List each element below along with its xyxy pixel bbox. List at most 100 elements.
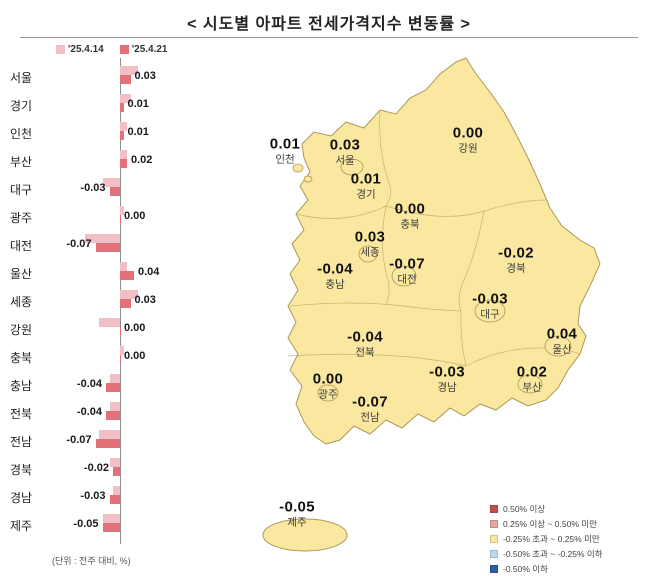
bar-value-label: 0.00 xyxy=(124,210,146,222)
map-region-name: 전남 xyxy=(360,410,380,423)
region-label: 경북 xyxy=(10,463,33,477)
bar-prev-week xyxy=(109,402,120,411)
map-region-value: 0.00 xyxy=(394,200,426,218)
region-label: 전북 xyxy=(10,407,33,421)
bar-prev-week xyxy=(109,458,120,467)
prev-week-label: '25.4.14 xyxy=(68,44,104,55)
bar-prev-week xyxy=(120,206,124,215)
map-label-대구: -0.03 대구 xyxy=(472,291,508,320)
province-border xyxy=(385,199,547,217)
map-label-충남: -0.04 충남 xyxy=(317,261,353,290)
bar-value-label: -0.02 xyxy=(83,462,109,474)
prev-week-swatch xyxy=(56,45,65,54)
map-label-서울: 0.03 서울 xyxy=(330,137,360,166)
map-label-충북: 0.00 충북 xyxy=(395,201,425,230)
gwangju-city-shape xyxy=(317,384,339,402)
region-label: 경기 xyxy=(10,99,33,113)
map-legend-row: -0.25% 초과 ~ 0.25% 미만 xyxy=(490,533,603,545)
map-region-name: 대구 xyxy=(480,307,500,320)
map-region-name: 강원 xyxy=(458,141,478,154)
bar-value-label: -0.04 xyxy=(76,406,102,418)
map-label-울산: 0.04 울산 xyxy=(547,326,577,355)
korea-map-svg xyxy=(262,57,601,552)
bar-chart-legend: '25.4.14 '25.4.21 xyxy=(56,44,168,55)
region-label: 광주 xyxy=(10,211,33,225)
map-legend-label: -0.25% 초과 ~ 0.25% 미만 xyxy=(503,534,600,544)
bar-curr-week xyxy=(95,439,120,448)
incheon-island-shape xyxy=(303,175,313,183)
bar-prev-week xyxy=(120,290,138,299)
bar-value-label: 0.03 xyxy=(134,70,156,82)
map-region-name: 전북 xyxy=(355,345,375,358)
map-region-name: 충남 xyxy=(325,277,345,290)
region-label: 대전 xyxy=(10,239,33,253)
page-title: < 시도별 아파트 전세가격지수 변동률 > xyxy=(187,16,471,33)
region-label: 울산 xyxy=(10,267,33,281)
bar-value-label: 0.02 xyxy=(131,154,153,166)
region-label: 부산 xyxy=(10,155,33,169)
map-legend-swatch xyxy=(490,505,498,513)
bar-curr-week xyxy=(120,75,131,84)
bar-curr-week xyxy=(120,355,121,364)
bar-prev-week xyxy=(120,262,127,271)
map-region-value: -0.02 xyxy=(498,244,534,262)
map-region-name: 경기 xyxy=(356,187,376,200)
map-region-name: 울산 xyxy=(552,342,572,355)
ulsan-city-shape xyxy=(544,335,572,357)
map-region-name: 제주 xyxy=(287,515,307,528)
bar-prev-week xyxy=(102,178,120,187)
map-region-value: 0.00 xyxy=(312,370,344,388)
bar-prev-week xyxy=(120,122,127,131)
bar-curr-week xyxy=(120,327,121,336)
bar-prev-week xyxy=(120,94,131,103)
jeju-island-shape xyxy=(262,518,348,552)
map-region-name: 경남 xyxy=(437,380,457,393)
bar-value-label: 0.04 xyxy=(138,266,160,278)
map-region-name: 인천 xyxy=(275,152,295,165)
bar-curr-week xyxy=(120,159,127,168)
bar-curr-week xyxy=(109,187,120,196)
province-border xyxy=(382,205,390,306)
map-region-value: 0.03 xyxy=(354,228,386,246)
region-label: 충남 xyxy=(10,379,33,393)
map-region-value: -0.04 xyxy=(347,328,383,346)
map-legend-swatch xyxy=(490,565,498,573)
map-label-인천: 0.01 인천 xyxy=(270,136,300,165)
province-border xyxy=(379,109,391,207)
curr-week-label: '25.4.21 xyxy=(131,44,168,55)
map-region-name: 서울 xyxy=(335,153,355,166)
bar-value-label: 0.00 xyxy=(124,350,146,362)
province-border xyxy=(458,210,485,312)
map-region-value: -0.07 xyxy=(352,393,388,411)
region-label: 제주 xyxy=(10,519,33,533)
bar-curr-week xyxy=(120,299,131,308)
map-label-전북: -0.04 전북 xyxy=(347,329,383,358)
sejong-city-shape xyxy=(358,245,378,263)
map-region-name: 충북 xyxy=(400,217,420,230)
map-legend-row: 0.50% 이상 xyxy=(490,503,603,515)
map-label-경남: -0.03 경남 xyxy=(429,364,465,393)
map-label-세종: 0.03 세종 xyxy=(355,229,385,258)
province-border xyxy=(460,310,467,367)
map-region-name: 부산 xyxy=(522,380,542,393)
map-legend-swatch xyxy=(490,520,498,528)
map-legend-label: 0.25% 이상 ~ 0.50% 미만 xyxy=(503,519,597,529)
bar-prev-week xyxy=(99,318,120,327)
unit-note: (단위 : 전주 대비, %) xyxy=(52,556,131,566)
map-legend-row: -0.50% 초과 ~ -0.25% 이하 xyxy=(490,548,603,560)
korea-map: 0.01 인천 0.03 서울 0.00 강원 0.01 경기 0.00 충북 0.03 세종 -0.0… xyxy=(228,48,658,576)
map-legend-label: -0.50% 이하 xyxy=(503,564,548,574)
map-label-부산: 0.02 부산 xyxy=(517,364,547,393)
bar-value-label: 0.01 xyxy=(127,126,149,138)
bar-value-label: 0.03 xyxy=(134,294,156,306)
bar-curr-week xyxy=(95,243,120,252)
map-region-name: 세종 xyxy=(360,245,380,258)
map-legend-row: -0.50% 이하 xyxy=(490,563,603,575)
region-label: 서울 xyxy=(10,71,33,85)
bar-prev-week xyxy=(113,486,120,495)
map-region-value: 0.04 xyxy=(546,325,578,343)
region-label: 세종 xyxy=(10,295,33,309)
bar-curr-week xyxy=(106,383,120,392)
bar-curr-week xyxy=(120,271,134,280)
bar-prev-week xyxy=(109,374,120,383)
